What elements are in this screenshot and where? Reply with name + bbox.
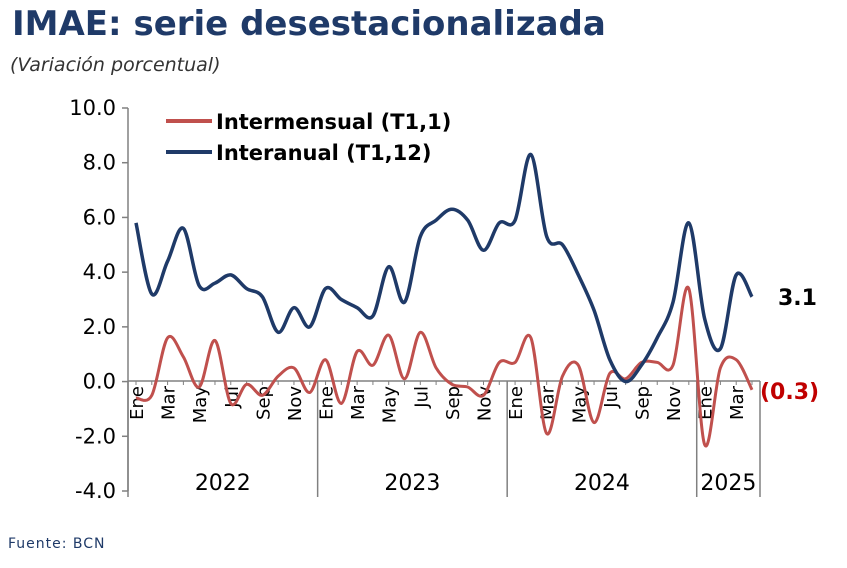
end-label-interanual: 3.1 [778,286,817,311]
series-lines [134,152,754,448]
series-line-intermensual [135,285,754,448]
chart-subtitle: (Variación porcentual) [10,54,221,76]
x-year-label: 2024 [574,471,630,496]
x-month-label: Mar [159,385,180,420]
x-year-label: 2023 [384,471,440,496]
x-month-label: Ene [127,386,148,420]
line-chart: 10.0 8.0 6.0 4.0 2.0 0.0 -2.0 -4.0 Ene Mar May Jul… [69,96,819,503]
x-axis-ticks: Ene Mar May Jul Sep Nov Ene Mar May Jul Sep Nov Ene M… [127,381,761,497]
x-month-label: Nov [664,386,685,421]
chart-axes [127,108,760,491]
legend-label-intermensual: Intermensual (T1,1) [216,110,451,134]
x-year-label: 2025 [700,471,756,496]
y-tick-label: 8.0 [83,151,116,175]
y-tick-label: 10.0 [69,96,116,120]
x-month-label: Jul [411,386,432,409]
end-label-intermensual: (0.3) [760,380,819,405]
x-month-label: Jul [601,386,622,409]
y-axis-ticks: 10.0 8.0 6.0 4.0 2.0 0.0 -2.0 -4.0 [69,96,128,503]
series-line-interanual [134,152,754,384]
x-month-label: Sep [443,386,464,420]
y-tick-label: 6.0 [83,205,116,229]
source-note: Fuente: BCN [8,536,106,552]
x-month-label: Ene [506,386,527,420]
x-month-label: Mar [727,385,748,420]
y-tick-label: -2.0 [75,424,116,448]
y-tick-label: 0.0 [83,370,116,394]
x-month-label: May [190,386,211,424]
chart-title: IMAE: serie desestacionalizada [12,4,606,44]
y-tick-label: 4.0 [83,260,116,284]
y-tick-label: -4.0 [75,479,116,503]
y-tick-label: 2.0 [83,315,116,339]
x-month-label: Ene [317,386,338,420]
x-month-label: Sep [632,386,653,420]
x-year-label: 2022 [195,471,251,496]
x-month-label: Nov [285,386,306,421]
chart-legend: Intermensual (T1,1) Interanual (T1,12) [166,110,451,165]
legend-label-interanual: Interanual (T1,12) [216,141,432,165]
x-month-label: Mar [348,385,369,420]
x-month-label: May [380,386,401,424]
